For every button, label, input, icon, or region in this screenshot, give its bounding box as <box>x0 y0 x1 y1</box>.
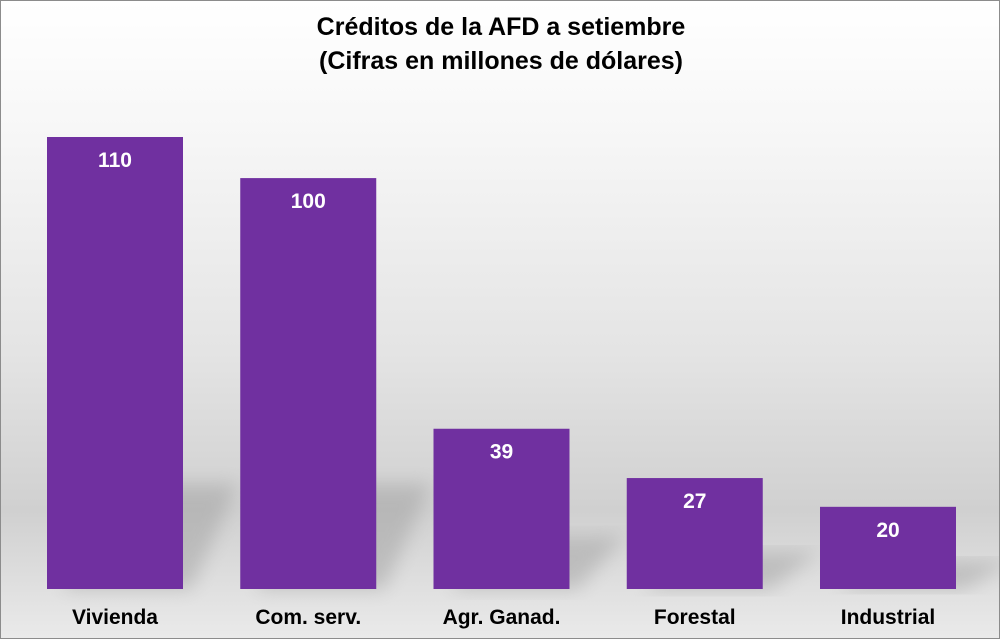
category-label: Agr. Ganad. <box>443 606 561 629</box>
bars <box>47 137 956 589</box>
chart-title: Créditos de la AFD a setiembre <box>316 13 686 41</box>
bar-forestal <box>626 478 763 589</box>
bar-agr-ganad <box>433 428 570 589</box>
data-label: 39 <box>490 441 513 464</box>
category-label: Com. serv. <box>255 606 361 629</box>
category-labels: Vivienda Com. serv. Agr. Ganad. Forestal Ind… <box>72 606 935 629</box>
bar-industrial <box>820 506 956 589</box>
category-label: Forestal <box>654 606 736 629</box>
category-label: Vivienda <box>72 606 158 629</box>
category-label: Industrial <box>841 606 936 629</box>
data-label: 100 <box>291 190 326 213</box>
chart-subtitle: (Cifras en millones de dólares) <box>319 47 683 75</box>
data-label: 110 <box>98 149 132 172</box>
data-label: 27 <box>683 490 706 513</box>
bar-com-serv <box>240 178 377 589</box>
bar-vivienda <box>47 137 183 589</box>
data-label: 20 <box>876 519 899 542</box>
data-labels: 110 100 39 27 20 <box>98 149 900 542</box>
